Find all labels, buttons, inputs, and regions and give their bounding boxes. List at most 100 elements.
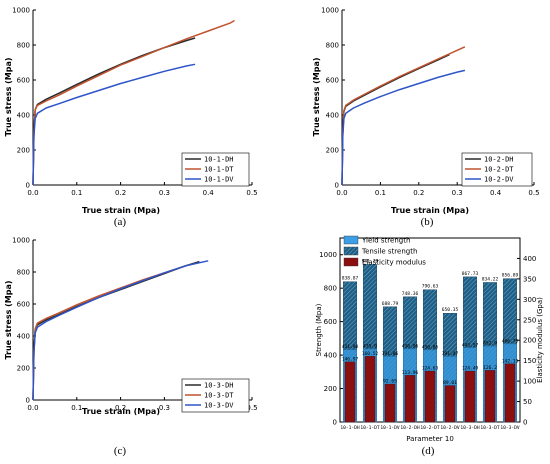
bar-modulus-10-1-DT <box>364 356 376 423</box>
y2-axis-title: Elasticity modulus (Gpa) <box>536 297 544 383</box>
x-tick-label: 0.2 <box>115 189 126 197</box>
bar-modulus-10-3-DT <box>484 370 496 423</box>
legend-label: 10-1-DV <box>204 176 234 184</box>
y-axis-title: True stress (Mpa) <box>4 280 13 359</box>
series-line-10-1-DV <box>32 63 196 186</box>
x-tick-label: 0.3 <box>159 404 170 412</box>
x-tick-label: 0.0 <box>27 189 38 197</box>
y-tick-label: 1000 <box>321 7 339 15</box>
category-label: 10-1-DV <box>380 425 400 431</box>
series-line-10-3-DH <box>32 260 200 401</box>
y-axis-title: True stress (Mpa) <box>4 57 13 136</box>
x-axis-title: True strain (Mpa) <box>82 407 160 416</box>
y-tick-label: 800 <box>326 42 339 50</box>
bar-label-tensile: 650.35 <box>442 307 459 313</box>
stress-strain-chart-a: 0 200 400 600 800 1000 0.0 0.1 0.2 0.3 0.4 0.5 True … <box>4 7 258 229</box>
bar-label-yield: 391.86 <box>382 351 399 357</box>
category-label: 10-1-DH <box>340 425 360 431</box>
legend-swatch <box>343 235 359 245</box>
y-axis-title: Strength (Mpa) <box>315 303 323 356</box>
bar-label-tensile: 941.79 <box>362 258 379 264</box>
legend-label: 10-1-DH <box>204 156 234 164</box>
y-tick-label: 400 <box>324 352 337 360</box>
y2-tick-label: 100 <box>523 378 536 386</box>
bar-label-tensile: 838.87 <box>342 276 359 282</box>
panel-label: (b) <box>421 216 434 228</box>
bar-label-modulus: 92.65 <box>383 379 397 385</box>
series-line-10-2-DV <box>341 69 466 186</box>
y-axis-title: True stress (Mpa) <box>312 57 321 136</box>
legend-label: 10-2-DV <box>484 176 514 184</box>
bar-label-tensile: 688.79 <box>382 301 399 307</box>
series-line-10-3-DV <box>32 260 209 401</box>
bar-label-tensile: 748.36 <box>402 291 419 297</box>
category-label: 10-1-DT <box>360 425 380 431</box>
legend-label: 10-3-DT <box>204 392 234 400</box>
bar-modulus-10-2-DT <box>424 370 436 423</box>
bar-label-modulus: 160.52 <box>362 351 379 357</box>
panel-label: (a) <box>114 216 127 228</box>
series-line-10-1-DH <box>32 37 196 186</box>
x-tick-label: 0.2 <box>413 189 424 197</box>
x-tick-label: 0.1 <box>375 189 386 197</box>
y-tick-label: 1000 <box>12 7 30 15</box>
x-tick-label: 0.3 <box>452 189 463 197</box>
panel-label: (d) <box>422 445 435 457</box>
y-tick-label: 200 <box>326 147 339 155</box>
bar-modulus-10-3-DH <box>464 370 476 423</box>
y-tick-label: 600 <box>324 318 337 326</box>
x-axis-title: Parameter 10 <box>406 435 454 443</box>
bar-label-yield: 430.85 <box>422 344 439 350</box>
legend-swatch <box>343 246 359 256</box>
y-tick-label: 800 <box>324 285 337 293</box>
legend-label: 10-3-DH <box>204 382 234 390</box>
category-label: 10-2-DH <box>400 425 420 431</box>
legend-label: Yield strength <box>361 237 410 245</box>
legend-swatch <box>343 257 359 267</box>
bar-label-yield: 443.57 <box>462 342 479 348</box>
y2-tick-label: 0 <box>523 419 527 427</box>
x-tick-label: 0.2 <box>115 404 126 412</box>
y-tick-label: 600 <box>17 77 30 85</box>
x-tick-label: 0.5 <box>246 189 257 197</box>
panel-label: (c) <box>114 445 127 457</box>
x-tick-label: 0.4 <box>203 189 215 197</box>
bar-label-modulus: 124.49 <box>462 366 479 372</box>
bar-label-modulus: 89.01 <box>443 380 457 386</box>
y-tick-label: 0 <box>26 182 30 190</box>
bar-label-tensile: 834.22 <box>482 276 499 282</box>
x-axis-title: True strain (Mpa) <box>391 206 469 215</box>
bar-label-tensile: 790.63 <box>422 284 439 290</box>
y-tick-label: 600 <box>17 301 30 309</box>
legend-label: 10-2-DH <box>484 156 514 164</box>
y-tick-label: 0 <box>26 397 30 405</box>
legend-label: Tensile strength <box>361 248 417 256</box>
y-tick-label: 800 <box>17 42 30 50</box>
bar-label-yield: 431.98 <box>342 344 359 350</box>
bar-label-tensile: 856.89 <box>502 273 519 279</box>
bar-label-modulus: 124.63 <box>422 366 439 372</box>
series-line-10-2-DH <box>341 53 450 186</box>
y2-tick-label: 350 <box>523 275 536 283</box>
series-line-10-1-DT <box>32 19 235 186</box>
legend-label: Elasticity modulus <box>362 259 426 267</box>
y-tick-label: 600 <box>326 77 339 85</box>
bar-label-modulus: 126.2 <box>483 365 497 371</box>
legend-label: 10-1-DT <box>204 166 234 174</box>
x-tick-label: 0.5 <box>246 404 257 412</box>
bar-label-yield: 391.47 <box>442 351 459 357</box>
x-tick-label: 0.1 <box>71 189 82 197</box>
x-tick-label: 0.3 <box>159 189 170 197</box>
y-tick-label: 200 <box>17 147 30 155</box>
bar-modulus-10-2-DV <box>444 385 456 423</box>
category-label: 10-3-DV <box>500 425 520 431</box>
x-tick-label: 0.5 <box>528 189 539 197</box>
x-tick-label: 0.0 <box>27 404 38 412</box>
y2-tick-label: 400 <box>523 255 536 263</box>
series-line-10-2-DT <box>341 46 466 186</box>
bar-label-modulus: 146.97 <box>342 356 359 362</box>
bar-label-yield: 452.9 <box>483 341 497 347</box>
legend-label: 10-3-DV <box>204 402 234 410</box>
x-axis-title: True strain (Mpa) <box>82 206 160 215</box>
